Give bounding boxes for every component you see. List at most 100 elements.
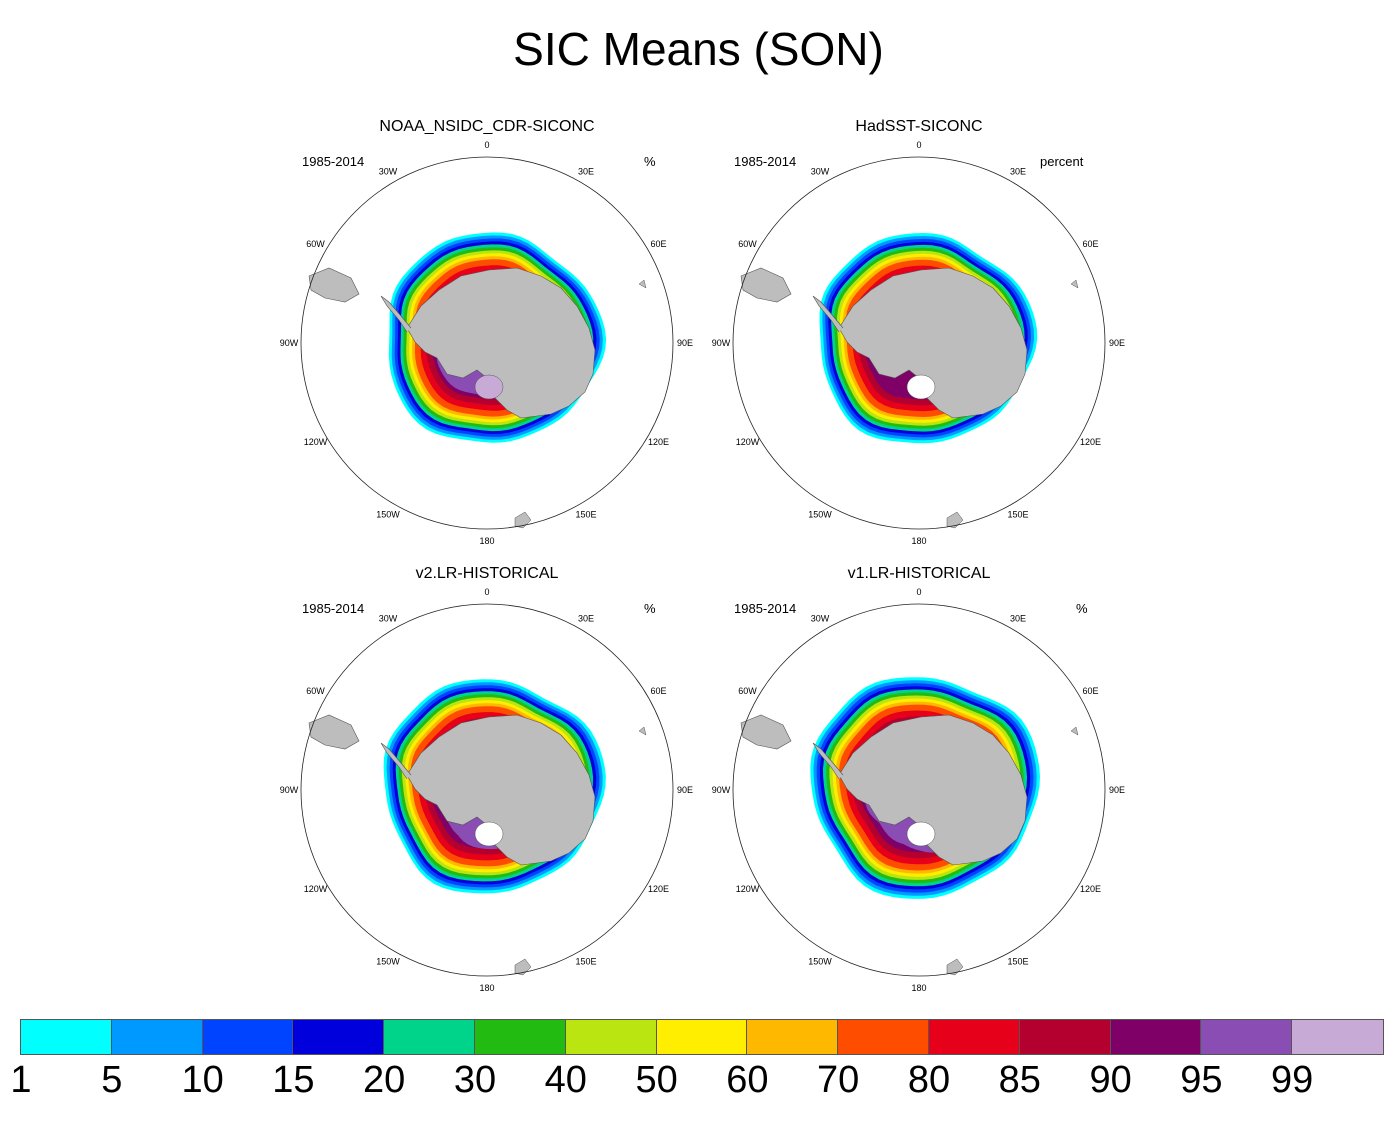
colorbar-swatch (928, 1020, 1020, 1054)
colorbar-label: 99 (1271, 1059, 1314, 1101)
longitude-label: 60W (306, 686, 325, 696)
longitude-label: 60E (650, 686, 666, 696)
longitude-label: 180 (911, 983, 926, 993)
colorbar-label: 95 (1180, 1059, 1223, 1101)
longitude-label: 0 (484, 140, 489, 150)
colorbar-swatch (747, 1020, 839, 1054)
longitude-label: 30W (379, 614, 398, 624)
longitude-label: 150W (808, 510, 832, 520)
units-label: % (1076, 601, 1088, 616)
new-zealand (514, 958, 532, 976)
longitude-label: 90E (1109, 785, 1125, 795)
panel-title: NOAA_NSIDC_CDR-SICONC (379, 118, 595, 135)
longitude-label: 120W (736, 437, 760, 447)
longitude-label: 30W (379, 167, 398, 177)
units-label: % (644, 154, 656, 169)
colorbar-label: 5 (101, 1059, 123, 1101)
longitude-label: 30E (1010, 167, 1026, 177)
longitude-label: 180 (479, 536, 494, 546)
colorbar-label: 50 (635, 1059, 678, 1101)
longitude-label: 0 (916, 587, 921, 597)
new-zealand (946, 958, 964, 976)
antarctic-peninsula (380, 742, 412, 780)
colorbar-label: 90 (1089, 1059, 1132, 1101)
island (638, 726, 647, 736)
longitude-label: 180 (911, 536, 926, 546)
longitude-label: 120W (304, 884, 328, 894)
longitude-label: 30W (811, 167, 830, 177)
longitude-label: 120W (304, 437, 328, 447)
longitude-label: 150W (376, 510, 400, 520)
longitude-label: 60W (306, 239, 325, 249)
panel-noaa-nsidc: NOAA_NSIDC_CDR-SICONC 1985-2014 % 0 30E 60… (267, 118, 707, 563)
longitude-label: 120E (1080, 884, 1101, 894)
panel-v1-lr-historical: v1.LR-HISTORICAL 1985-2014 % 0 30E 60E 90E 1… (699, 565, 1139, 1010)
longitude-label: 150E (575, 510, 596, 520)
island (1070, 726, 1079, 736)
longitude-label: 90W (280, 338, 299, 348)
longitude-label: 30E (1010, 614, 1026, 624)
map-boundary (300, 156, 674, 530)
polar-map: 0 30E 60E 90E 120E 150E 180 150W 120W 90W 60W 30W (712, 140, 1125, 546)
colorbar-swatch (1201, 1020, 1293, 1054)
colorbar-label: 15 (272, 1059, 315, 1101)
longitude-label: 60W (738, 239, 757, 249)
colorbar-swatch (474, 1020, 566, 1054)
colorbar-label: 1 (10, 1059, 32, 1101)
longitude-label: 90W (280, 785, 299, 795)
longitude-label: 0 (484, 587, 489, 597)
island (638, 279, 647, 289)
panel-title: v1.LR-HISTORICAL (847, 565, 991, 582)
colorbar-label: 20 (363, 1059, 406, 1101)
colorbar-swatch (384, 1020, 475, 1054)
map-boundary (732, 156, 1106, 530)
antarctica-landmass (838, 267, 1028, 419)
colorbar (20, 1019, 1384, 1055)
south-america-tip (740, 267, 792, 303)
panel-title: v2.LR-HISTORICAL (415, 565, 559, 582)
longitude-label: 150E (1007, 510, 1028, 520)
panel-hadsst: HadSST-SICONC 1985-2014 percent 0 30E 60E 9… (699, 118, 1139, 563)
longitude-label: 90E (1109, 338, 1125, 348)
panel-v2-lr-historical: v2.LR-HISTORICAL 1985-2014 % 0 30E 60E 90E 1… (267, 565, 707, 1010)
antarctic-peninsula (380, 295, 412, 333)
longitude-label: 60E (1082, 686, 1098, 696)
colorbar-swatch (1019, 1020, 1111, 1054)
period-label: 1985-2014 (302, 601, 365, 616)
new-zealand (514, 511, 532, 529)
colorbar-label: 10 (181, 1059, 224, 1101)
longitude-label: 60W (738, 686, 757, 696)
colorbar-swatch (656, 1020, 748, 1054)
longitude-label: 150E (575, 957, 596, 967)
period-label: 1985-2014 (734, 601, 797, 616)
antarctica-landmass (406, 267, 596, 419)
new-zealand (946, 511, 964, 529)
panel-title: HadSST-SICONC (855, 118, 983, 135)
longitude-label: 30E (578, 167, 594, 177)
longitude-label: 90E (677, 785, 693, 795)
colorbar-label: 40 (544, 1059, 587, 1101)
longitude-label: 60E (650, 239, 666, 249)
map-boundary (732, 603, 1106, 977)
colorbar-label: 60 (726, 1059, 769, 1101)
longitude-label: 180 (479, 983, 494, 993)
antarctic-peninsula (812, 295, 844, 333)
south-america-tip (740, 714, 792, 750)
colorbar-swatch (565, 1020, 657, 1054)
longitude-label: 90W (712, 338, 731, 348)
longitude-label: 90E (677, 338, 693, 348)
longitude-label: 150E (1007, 957, 1028, 967)
colorbar-label: 30 (453, 1059, 497, 1101)
longitude-label: 60E (1082, 239, 1098, 249)
ice-shelf (474, 821, 504, 847)
south-america-tip (308, 714, 360, 750)
map-boundary (300, 603, 674, 977)
ice-shelf (474, 374, 504, 400)
longitude-label: 120E (1080, 437, 1101, 447)
longitude-label: 150W (376, 957, 400, 967)
island (1070, 279, 1079, 289)
longitude-label: 90W (712, 785, 731, 795)
figure-title: SIC Means (SON) (513, 23, 884, 75)
longitude-label: 30W (811, 614, 830, 624)
polar-map: 0 30E 60E 90E 120E 150E 180 150W 120W 90W 60W 30W (280, 587, 693, 993)
